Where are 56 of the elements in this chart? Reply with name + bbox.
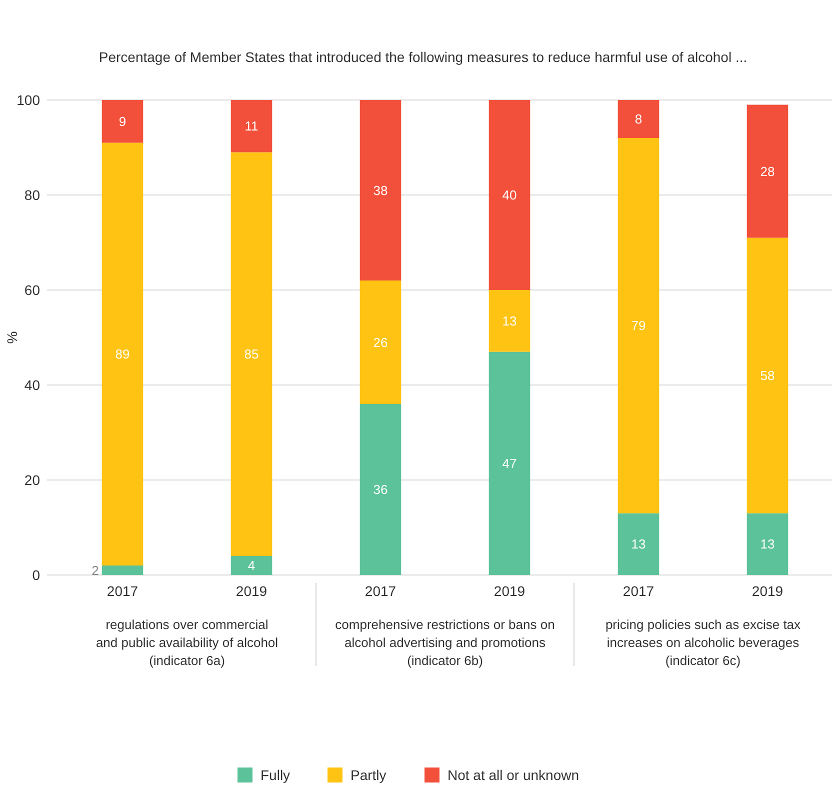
bar (360, 404, 402, 575)
bar (230, 152, 272, 556)
bar (230, 556, 272, 575)
bar (618, 138, 660, 514)
data-label: 58 (760, 368, 775, 383)
y-axis-title: % (4, 331, 20, 344)
data-label: 8 (634, 112, 642, 126)
bar (102, 100, 144, 143)
x-tick-label: 2019 (752, 583, 784, 599)
legend-label: Partly (350, 767, 386, 783)
data-label: 85 (244, 346, 259, 362)
data-label: 79 (631, 318, 646, 334)
bar (488, 100, 530, 290)
text: pricing policies such as excise tax increases on alcoholic beverages (indicator 6c) (605, 617, 802, 668)
x-tick-label: 2017 (364, 583, 396, 599)
data-label: 89 (115, 346, 130, 362)
data-label: 4 (248, 558, 256, 573)
legend-label: Not at all or unknown (448, 767, 580, 783)
bar (746, 104, 788, 238)
data-label: 26 (373, 334, 388, 350)
bar (102, 566, 144, 575)
bar (746, 238, 788, 514)
y-tick-label: 80 (24, 187, 40, 203)
x-tick-label: 2017 (622, 583, 654, 599)
data-label: 11 (244, 118, 258, 134)
bar (746, 513, 788, 575)
legend-label: Fully (260, 767, 290, 783)
data-label: 9 (118, 114, 126, 129)
data-label: 28 (760, 164, 775, 179)
bar (102, 142, 144, 566)
chart-title: Percentage of Member States that introduced the following measures to reduce harmful use of alcohol ... (98, 49, 748, 65)
y-tick-label: 100 (16, 92, 40, 108)
y-tick-label: 60 (24, 282, 40, 298)
bar (618, 100, 660, 138)
y-tick-label: 40 (24, 377, 40, 393)
bar (360, 280, 402, 404)
data-label: 13 (760, 536, 775, 552)
data-label: 36 (373, 482, 388, 497)
text: comprehensive restrictions or bans on alcohol advertising and promotions (indicator 6b) (335, 617, 555, 668)
data-label: 40 (502, 188, 517, 202)
text: regulations over commercial and public availability of alcohol (indicator 6a) (96, 617, 278, 668)
data-label: 13 (502, 313, 517, 328)
bar (488, 352, 530, 575)
y-tick-label: 20 (24, 472, 40, 488)
y-tick-label: 0 (32, 567, 40, 583)
bar (618, 513, 660, 575)
bar (360, 100, 402, 280)
x-tick-label: 2017 (106, 583, 138, 599)
x-tick-label: 2019 (236, 583, 268, 599)
data-label: 2 (92, 562, 99, 578)
bar (488, 290, 530, 352)
x-tick-label: 2019 (494, 583, 526, 599)
data-label: 47 (502, 456, 517, 471)
bar (230, 100, 272, 152)
data-label: 13 (631, 536, 646, 552)
data-label: 38 (373, 182, 388, 198)
